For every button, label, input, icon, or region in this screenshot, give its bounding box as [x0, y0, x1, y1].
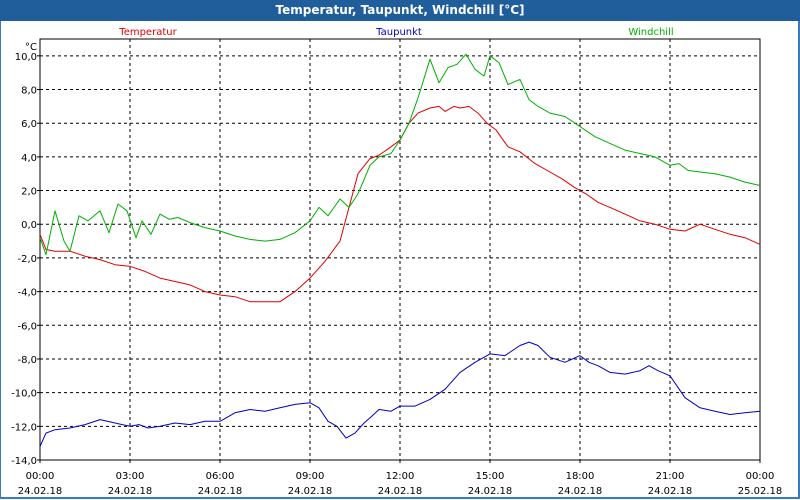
y-tick-label: 2,0 — [21, 187, 37, 198]
x-tick-time: 03:00 — [116, 471, 145, 482]
y-tick-label: 8,0 — [21, 86, 37, 97]
x-tick-date: 24.02.18 — [18, 486, 63, 497]
series-line-taupunkt — [39, 341, 761, 447]
x-tick-time: 00:00 — [26, 471, 55, 482]
window-frame — [0, 21, 800, 499]
legend-windchill: Windchill — [628, 27, 673, 38]
x-tick-date: 24.02.18 — [558, 486, 603, 497]
window-title: Temperatur, Taupunkt, Windchill [°C] — [0, 0, 800, 21]
x-tick-date: 24.02.18 — [468, 486, 513, 497]
x-tick-time: 15:00 — [476, 471, 505, 482]
y-tick-label: -4,0 — [17, 288, 37, 299]
x-tick-date: 24.02.18 — [198, 486, 243, 497]
x-tick-time: 21:00 — [656, 471, 685, 482]
x-tick-time: 00:00 — [746, 471, 775, 482]
y-tick-label: -8,0 — [17, 355, 37, 366]
y-tick-label: 10,0 — [15, 52, 37, 63]
x-tick-date: 24.02.18 — [108, 486, 153, 497]
legend: Temperatur Taupunkt Windchill — [118, 27, 673, 38]
series-line-temperatur — [39, 105, 761, 303]
x-tick-time: 06:00 — [206, 471, 235, 482]
series-layer — [39, 53, 761, 447]
x-tick-time: 12:00 — [386, 471, 415, 482]
series-line-windchill — [39, 53, 761, 256]
y-tick-label: -2,0 — [17, 254, 37, 265]
x-tick-time: 18:00 — [566, 471, 595, 482]
legend-temperatur: Temperatur — [118, 27, 177, 38]
grid — [40, 39, 760, 461]
y-tick-label: -12,0 — [11, 422, 37, 433]
x-tick-time: 09:00 — [296, 471, 325, 482]
y-tick-label: -10,0 — [11, 389, 37, 400]
x-tick-date: 25.02.18 — [738, 486, 783, 497]
x-axis-ticks: 00:00 24.02.18 03:00 24.02.18 06:00 24.02.18 0… — [18, 460, 783, 497]
y-tick-label: -14,0 — [11, 456, 37, 467]
x-tick-date: 24.02.18 — [378, 486, 423, 497]
x-tick-date: 24.02.18 — [288, 486, 333, 497]
y-tick-label: 6,0 — [21, 119, 37, 130]
y-tick-label: 4,0 — [21, 153, 37, 164]
legend-taupunkt: Taupunkt — [375, 27, 422, 38]
y-axis-label: °C — [25, 42, 37, 53]
y-axis-ticks: 10,0 8,0 6,0 4,0 2,0 0,0 -2,0 -4,0 -6,0 -8,0 -10,0… — [11, 52, 40, 467]
y-tick-label: -6,0 — [17, 321, 37, 332]
x-tick-date: 24.02.18 — [648, 486, 693, 497]
y-tick-label: 0,0 — [21, 220, 37, 231]
